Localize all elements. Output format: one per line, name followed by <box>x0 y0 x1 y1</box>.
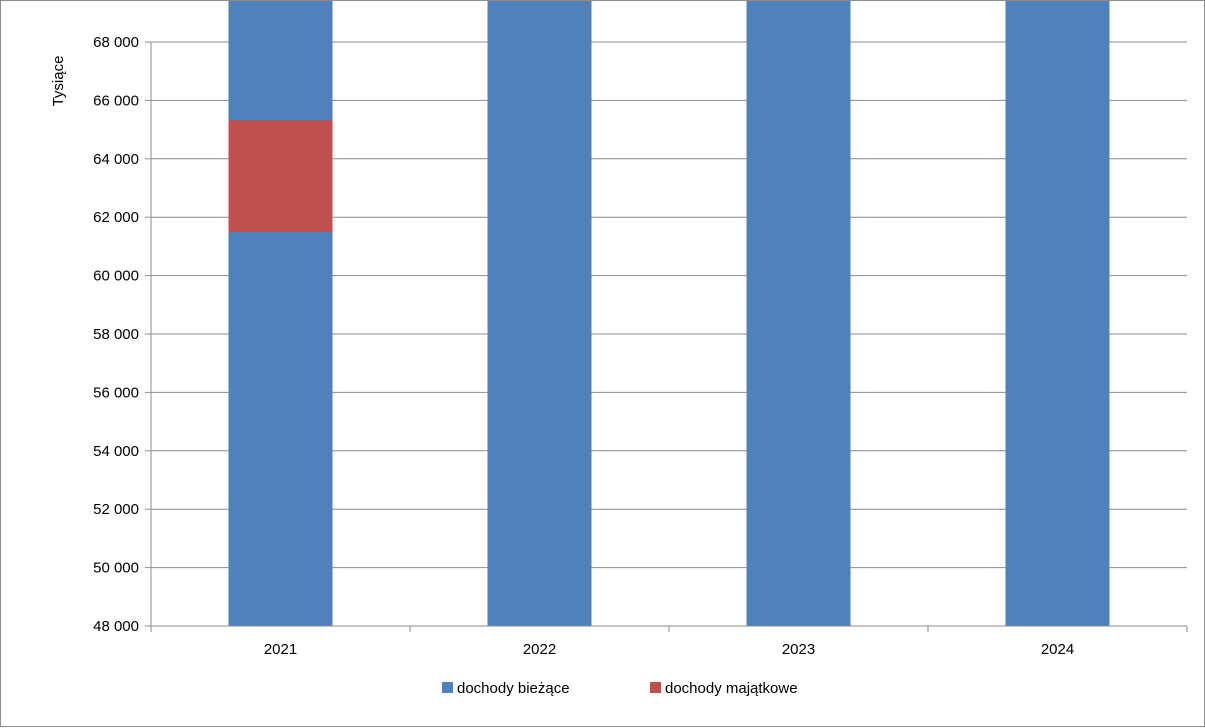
y-tick-label: 58 000 <box>93 326 139 343</box>
y-tick-label: 54 000 <box>93 443 139 460</box>
x-tick-label: 2023 <box>782 641 815 658</box>
y-tick-labels: 48 000 50 000 52 000 54 000 56 000 58 000 60 0… <box>93 34 139 635</box>
x-tick-label: 2024 <box>1041 641 1074 658</box>
y-tick-label: 60 000 <box>93 268 139 285</box>
y-tick-label: 50 000 <box>93 560 139 577</box>
y-tick-label: 68 000 <box>93 34 139 51</box>
x-tick-label: 2022 <box>523 641 556 658</box>
x-tick-labels: 2021 2022 2023 2024 <box>264 641 1074 658</box>
bar-dochody-biezace-2022 <box>487 1 592 626</box>
bar-dochody-majatkowe-2021 <box>228 120 333 232</box>
axes <box>145 41 1188 632</box>
bar-dochody-biezace-2023 <box>746 1 851 626</box>
x-tick-label: 2021 <box>264 641 297 658</box>
y-tick-label: 56 000 <box>93 384 139 401</box>
legend-label: dochody bieżące <box>457 680 570 697</box>
y-axis-title: Tysiące <box>50 56 67 107</box>
legend-swatch <box>442 682 453 693</box>
bar-dochody-biezace-2021 <box>228 1 333 626</box>
legend: dochody bieżące dochody majątkowe <box>442 680 798 697</box>
y-tick-label: 66 000 <box>93 92 139 109</box>
bars <box>228 1 1110 626</box>
legend-label: dochody majątkowe <box>665 680 798 697</box>
y-tick-label: 52 000 <box>93 501 139 518</box>
y-tick-label: 64 000 <box>93 151 139 168</box>
legend-swatch <box>650 682 661 693</box>
y-tick-label: 62 000 <box>93 209 139 226</box>
bar-dochody-biezace-2024 <box>1005 1 1110 626</box>
y-tick-label: 48 000 <box>93 618 139 635</box>
